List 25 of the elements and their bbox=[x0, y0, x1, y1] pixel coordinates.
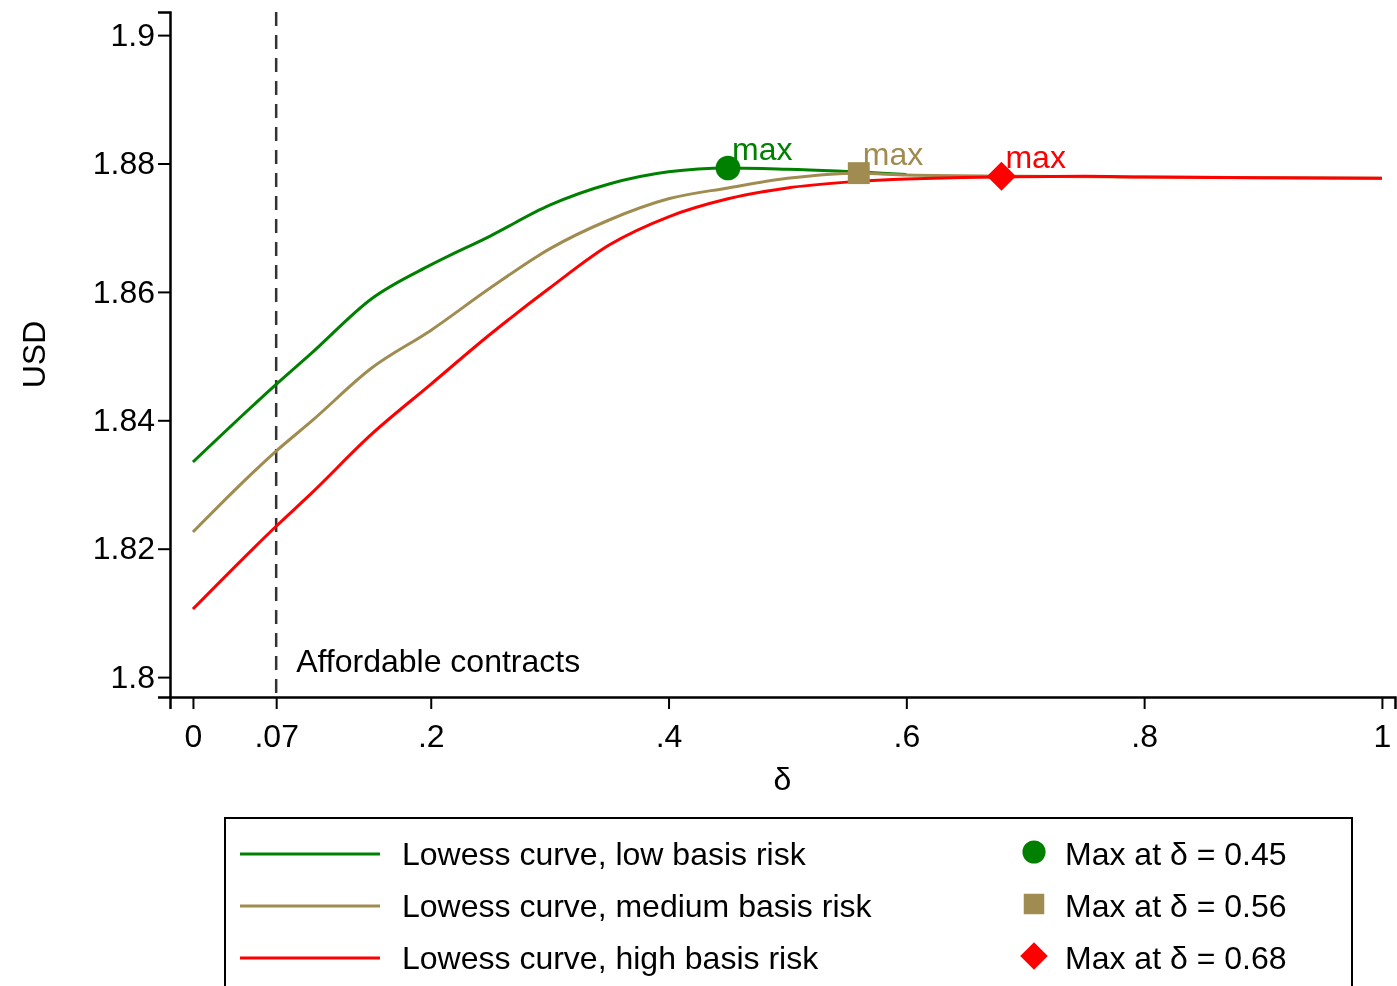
legend-label: Max at δ = 0.56 bbox=[1065, 888, 1287, 924]
y-tick-label: 1.9 bbox=[110, 16, 155, 53]
x-axis-title: δ bbox=[773, 761, 792, 797]
ref-line-label: Affordable contracts bbox=[296, 643, 581, 679]
annotation: max bbox=[1005, 139, 1066, 176]
x-tick-label: .8 bbox=[1131, 718, 1158, 755]
x-tick-label: 1 bbox=[1373, 718, 1392, 755]
y-tick-label: 1.84 bbox=[92, 402, 155, 439]
y-tick-label: 1.8 bbox=[110, 658, 155, 695]
y-tick-label: 1.88 bbox=[92, 145, 155, 182]
x-tick-label: .6 bbox=[893, 718, 921, 755]
legend-label: Max at δ = 0.45 bbox=[1065, 836, 1287, 872]
y-axis-title: USD bbox=[16, 320, 52, 389]
annotation: max bbox=[731, 131, 793, 167]
annotation: max bbox=[862, 136, 924, 173]
x-tick-label: .4 bbox=[655, 718, 683, 755]
legend-label: Lowess curve, medium basis risk bbox=[402, 888, 873, 924]
legend-label: Max at δ = 0.68 bbox=[1065, 940, 1287, 976]
x-tick-label: .07 bbox=[254, 718, 299, 755]
legend-label: Lowess curve, high basis risk bbox=[402, 940, 820, 976]
y-tick-label: 1.86 bbox=[92, 273, 155, 310]
legend-label: Lowess curve, low basis risk bbox=[402, 836, 807, 872]
y-tick-label: 1.82 bbox=[92, 530, 155, 567]
x-tick-label: .2 bbox=[417, 718, 445, 755]
x-tick-label: 0 bbox=[184, 718, 203, 755]
